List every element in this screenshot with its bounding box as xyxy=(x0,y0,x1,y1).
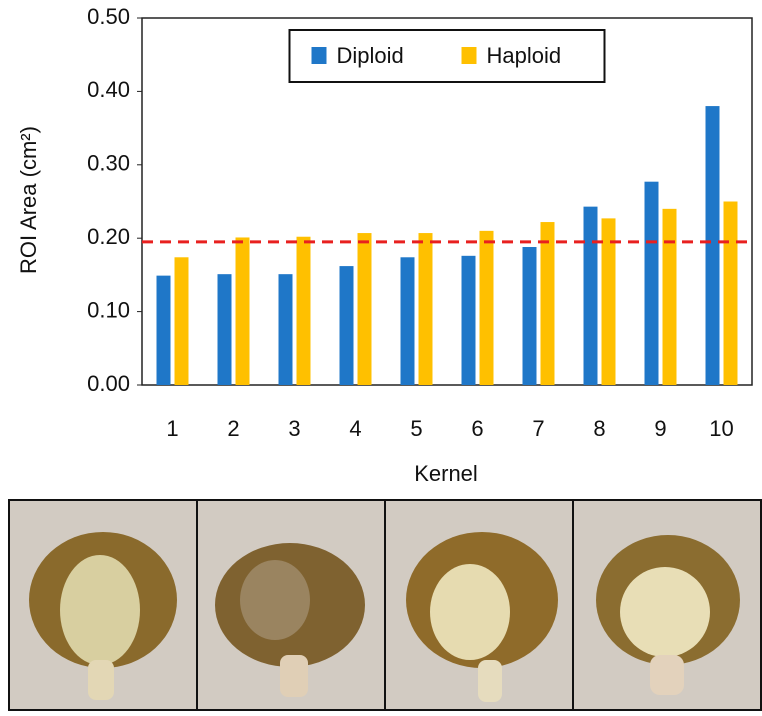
x-axis-label: Kernel xyxy=(414,461,478,486)
bar xyxy=(523,247,537,385)
x-tick-label: 7 xyxy=(532,416,544,441)
y-tick-label: 0.20 xyxy=(87,224,130,249)
bar xyxy=(175,257,189,385)
bar xyxy=(663,209,677,385)
bar xyxy=(297,237,311,385)
legend-label: Diploid xyxy=(337,43,404,68)
y-tick-label: 0.40 xyxy=(87,77,130,102)
legend-swatch xyxy=(462,47,477,64)
bar xyxy=(358,233,372,385)
chart: 0.00 0.10 0.20 0.30 0.40 0.50 1 2 3 4 5 6 7 8 9 10 Diplo… xyxy=(87,4,752,441)
bar xyxy=(236,237,250,385)
figure: 0.00 0.10 0.20 0.30 0.40 0.50 1 2 3 4 5 6 7 8 9 10 Diplo… xyxy=(0,0,762,711)
bar xyxy=(541,222,555,385)
y-tick-label: 0.10 xyxy=(87,297,130,322)
bar xyxy=(724,202,738,386)
x-tick-label: 1 xyxy=(166,416,178,441)
x-tick-label: 4 xyxy=(349,416,361,441)
bar xyxy=(480,231,494,385)
y-tick-label: 0.30 xyxy=(87,151,130,176)
bar xyxy=(645,182,659,385)
legend-label: Haploid xyxy=(487,43,562,68)
kernel-photos xyxy=(9,500,761,710)
y-tick-label: 0.50 xyxy=(87,4,130,29)
x-tick-label: 3 xyxy=(288,416,300,441)
x-tick-label: 8 xyxy=(593,416,605,441)
x-tick-label: 10 xyxy=(709,416,733,441)
y-axis-label: ROI Area (cm²) xyxy=(16,126,41,274)
bar xyxy=(340,266,354,385)
bar xyxy=(584,207,598,385)
x-tick-label: 5 xyxy=(410,416,422,441)
bar xyxy=(462,256,476,385)
x-tick-label: 6 xyxy=(471,416,483,441)
bar xyxy=(279,274,293,385)
legend-swatch xyxy=(312,47,327,64)
bar xyxy=(401,257,415,385)
x-tick-label: 9 xyxy=(654,416,666,441)
y-tick-label: 0.00 xyxy=(87,371,130,396)
bar xyxy=(218,274,232,385)
bar xyxy=(706,106,720,385)
bar xyxy=(157,276,171,385)
bar xyxy=(419,233,433,385)
bar xyxy=(602,218,616,385)
x-tick-label: 2 xyxy=(227,416,239,441)
